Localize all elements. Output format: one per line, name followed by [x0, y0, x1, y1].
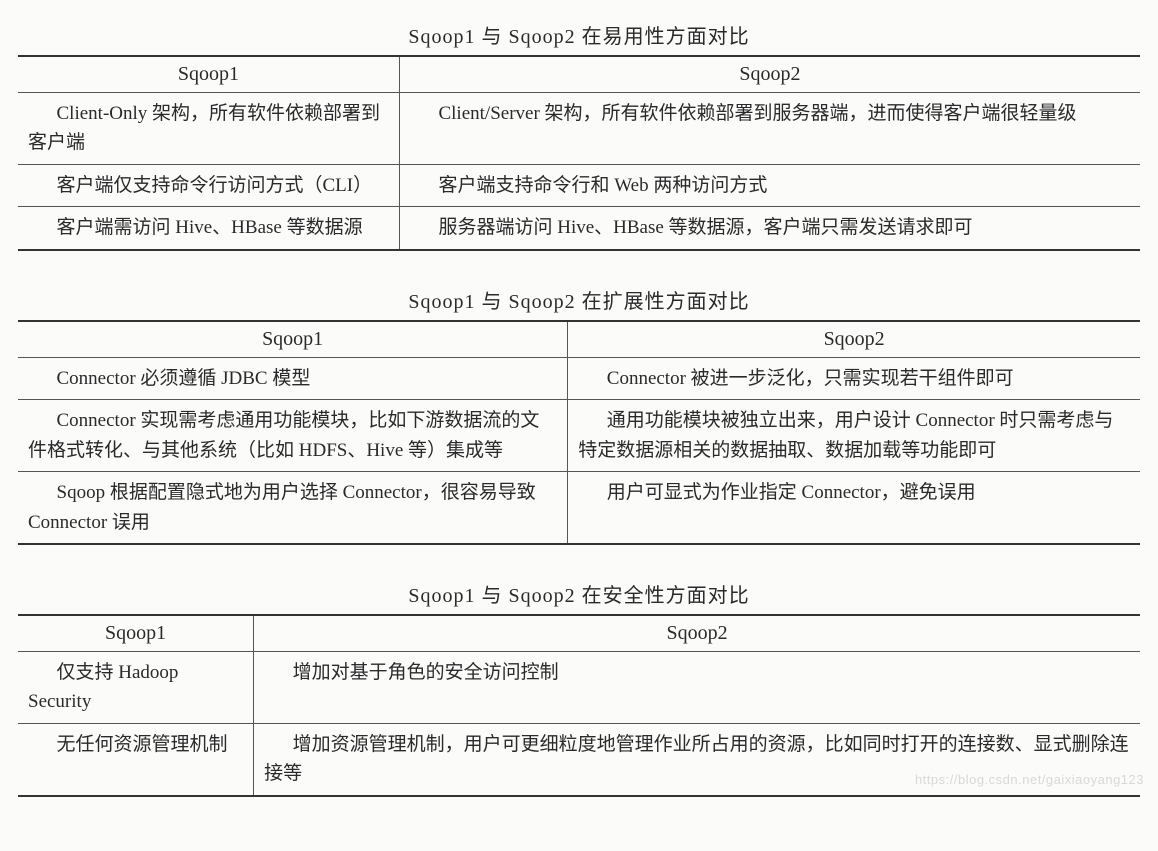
- header-sqoop2: Sqoop2: [568, 321, 1140, 358]
- table-header-row: Sqoop1 Sqoop2: [18, 56, 1140, 93]
- table-row: 仅支持 Hadoop Security 增加对基于角色的安全访问控制: [18, 651, 1140, 723]
- table-header-row: Sqoop1 Sqoop2: [18, 321, 1140, 358]
- table-header-row: Sqoop1 Sqoop2: [18, 615, 1140, 652]
- security-table-block: Sqoop1 与 Sqoop2 在安全性方面对比 Sqoop1 Sqoop2 仅…: [18, 579, 1140, 797]
- cell: 仅支持 Hadoop Security: [18, 651, 254, 723]
- table-row: 客户端需访问 Hive、HBase 等数据源 服务器端访问 Hive、HBase…: [18, 207, 1140, 250]
- extensibility-title: Sqoop1 与 Sqoop2 在扩展性方面对比: [18, 285, 1140, 314]
- header-sqoop2: Sqoop2: [254, 615, 1140, 652]
- table-row: Connector 必须遵循 JDBC 模型 Connector 被进一步泛化，…: [18, 357, 1140, 399]
- cell: Client/Server 架构，所有软件依赖部署到服务器端，进而使得客户端很轻…: [399, 93, 1140, 165]
- header-sqoop1: Sqoop1: [18, 321, 568, 358]
- security-title: Sqoop1 与 Sqoop2 在安全性方面对比: [18, 579, 1140, 608]
- extensibility-table: Sqoop1 Sqoop2 Connector 必须遵循 JDBC 模型 Con…: [18, 320, 1140, 545]
- cell: Connector 实现需考虑通用功能模块，比如下游数据流的文件格式转化、与其他…: [18, 400, 568, 472]
- table-row: 客户端仅支持命令行访问方式（CLI） 客户端支持命令行和 Web 两种访问方式: [18, 164, 1140, 206]
- cell: Connector 被进一步泛化，只需实现若干组件即可: [568, 357, 1140, 399]
- cell: Sqoop 根据配置隐式地为用户选择 Connector，很容易导致 Conne…: [18, 472, 568, 544]
- usability-table: Sqoop1 Sqoop2 Client-Only 架构，所有软件依赖部署到客户…: [18, 55, 1140, 251]
- security-table: Sqoop1 Sqoop2 仅支持 Hadoop Security 增加对基于角…: [18, 614, 1140, 797]
- cell: Connector 必须遵循 JDBC 模型: [18, 357, 568, 399]
- cell: 通用功能模块被独立出来，用户设计 Connector 时只需考虑与特定数据源相关…: [568, 400, 1140, 472]
- cell: 客户端支持命令行和 Web 两种访问方式: [399, 164, 1140, 206]
- cell: 客户端需访问 Hive、HBase 等数据源: [18, 207, 399, 250]
- usability-title: Sqoop1 与 Sqoop2 在易用性方面对比: [18, 20, 1140, 49]
- header-sqoop1: Sqoop1: [18, 615, 254, 652]
- cell: 用户可显式为作业指定 Connector，避免误用: [568, 472, 1140, 544]
- cell: 增加对基于角色的安全访问控制: [254, 651, 1140, 723]
- watermark: https://blog.csdn.net/gaixiaoyang123: [915, 772, 1144, 787]
- cell: 客户端仅支持命令行访问方式（CLI）: [18, 164, 399, 206]
- header-sqoop1: Sqoop1: [18, 56, 399, 93]
- table-row: Connector 实现需考虑通用功能模块，比如下游数据流的文件格式转化、与其他…: [18, 400, 1140, 472]
- cell: 无任何资源管理机制: [18, 723, 254, 795]
- table-row: Sqoop 根据配置隐式地为用户选择 Connector，很容易导致 Conne…: [18, 472, 1140, 544]
- table-row: Client-Only 架构，所有软件依赖部署到客户端 Client/Serve…: [18, 93, 1140, 165]
- header-sqoop2: Sqoop2: [399, 56, 1140, 93]
- cell: 服务器端访问 Hive、HBase 等数据源，客户端只需发送请求即可: [399, 207, 1140, 250]
- extensibility-table-block: Sqoop1 与 Sqoop2 在扩展性方面对比 Sqoop1 Sqoop2 C…: [18, 285, 1140, 545]
- usability-table-block: Sqoop1 与 Sqoop2 在易用性方面对比 Sqoop1 Sqoop2 C…: [18, 20, 1140, 251]
- cell: Client-Only 架构，所有软件依赖部署到客户端: [18, 93, 399, 165]
